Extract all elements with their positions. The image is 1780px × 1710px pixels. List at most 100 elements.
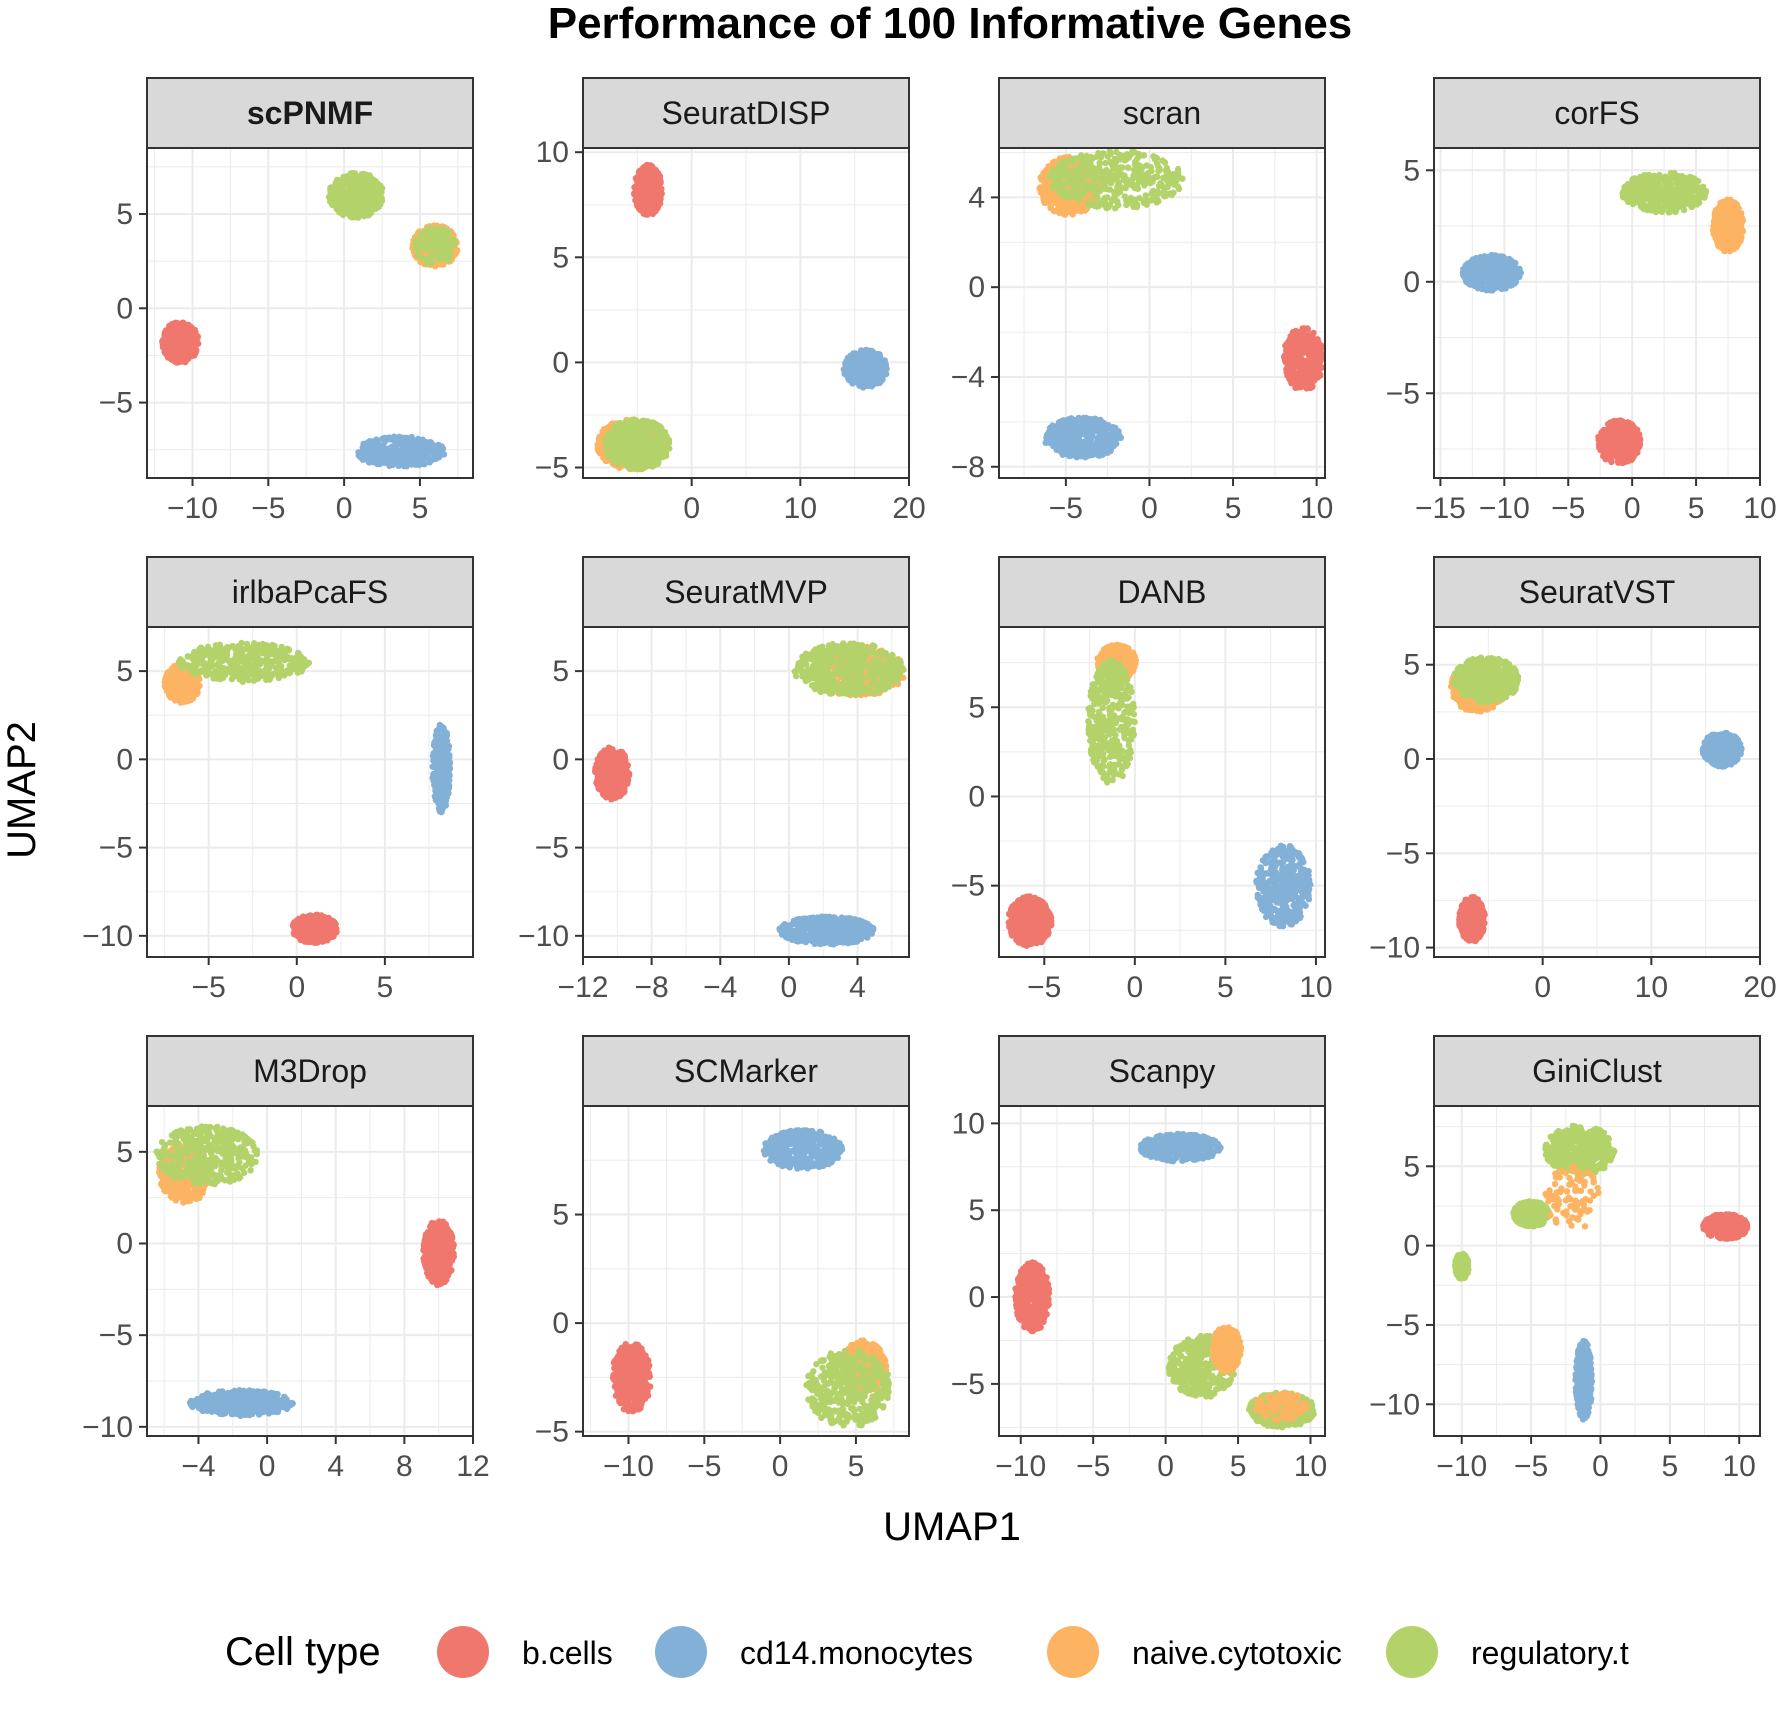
point-regulatory.t xyxy=(1125,164,1132,172)
panel-background xyxy=(1434,148,1760,478)
point-cd14.monocytes xyxy=(389,451,397,459)
point-cd14.monocytes xyxy=(1086,432,1093,439)
point-cd14.monocytes xyxy=(405,457,412,464)
point-cd14.monocytes xyxy=(1100,449,1107,456)
point-cd14.monocytes xyxy=(437,448,445,456)
point-cd14.monocytes xyxy=(1095,428,1103,436)
point-cd14.monocytes xyxy=(371,450,378,457)
point-regulatory.t xyxy=(367,209,375,217)
point-cd14.monocytes xyxy=(355,452,362,459)
point-b.cells xyxy=(1285,359,1293,367)
facet-panel-scPNMF: scPNMF−10 −5 0 5−505 xyxy=(99,77,474,525)
point-regulatory.t xyxy=(608,454,615,462)
point-cd14.monocytes xyxy=(881,360,888,367)
point-regulatory.t xyxy=(628,463,635,470)
point-regulatory.t xyxy=(451,236,458,244)
facet-panel-scran: scran−5 0 5 10−8−404 xyxy=(951,77,1333,525)
point-regulatory.t xyxy=(349,214,356,221)
point-b.cells xyxy=(640,195,647,202)
point-b.cells xyxy=(655,177,663,185)
point-regulatory.t xyxy=(1122,177,1129,184)
point-b.cells xyxy=(170,355,178,362)
point-b.cells xyxy=(1303,357,1310,365)
point-cd14.monocytes xyxy=(1114,434,1121,441)
point-b.cells xyxy=(1311,341,1319,349)
point-b.cells xyxy=(184,323,191,331)
point-cd14.monocytes xyxy=(398,457,406,464)
point-regulatory.t xyxy=(422,255,429,263)
point-regulatory.t xyxy=(1111,155,1119,163)
point-cd14.monocytes xyxy=(429,456,436,463)
x-tick-label: 0 xyxy=(683,492,700,525)
point-cd14.monocytes xyxy=(1097,441,1104,448)
point-b.cells xyxy=(1310,329,1317,337)
x-tick-label: 10 xyxy=(784,492,817,525)
point-b.cells xyxy=(1281,354,1289,361)
point-cd14.monocytes xyxy=(882,369,889,376)
point-regulatory.t xyxy=(1114,198,1121,205)
point-regulatory.t xyxy=(1102,176,1110,183)
point-b.cells xyxy=(1289,378,1297,385)
point-regulatory.t xyxy=(1101,183,1108,190)
point-regulatory.t xyxy=(1154,160,1161,167)
panel-background xyxy=(147,148,473,478)
point-cd14.monocytes xyxy=(847,352,854,359)
point-regulatory.t xyxy=(1093,185,1100,192)
point-regulatory.t xyxy=(331,195,338,202)
point-regulatory.t xyxy=(663,433,670,440)
point-regulatory.t xyxy=(613,421,621,429)
point-regulatory.t xyxy=(1134,185,1142,193)
point-regulatory.t xyxy=(1158,180,1165,188)
point-b.cells xyxy=(1290,369,1297,376)
x-tick-label: −5 xyxy=(1049,492,1083,525)
point-cd14.monocytes xyxy=(1063,420,1070,427)
point-regulatory.t xyxy=(366,199,373,206)
point-regulatory.t xyxy=(422,238,429,245)
point-regulatory.t xyxy=(1136,170,1143,177)
point-regulatory.t xyxy=(1137,152,1145,159)
point-regulatory.t xyxy=(1143,162,1150,169)
y-tick-label: 0 xyxy=(552,346,569,379)
point-regulatory.t xyxy=(1128,199,1136,206)
point-b.cells xyxy=(175,354,183,362)
point-cd14.monocytes xyxy=(383,446,390,453)
point-regulatory.t xyxy=(1117,170,1125,177)
y-tick-label: 5 xyxy=(552,241,569,274)
point-regulatory.t xyxy=(1140,197,1148,204)
point-cd14.monocytes xyxy=(364,439,371,446)
points xyxy=(159,170,461,470)
point-cd14.monocytes xyxy=(388,443,396,450)
point-cd14.monocytes xyxy=(361,452,369,459)
point-regulatory.t xyxy=(655,436,662,443)
point-regulatory.t xyxy=(640,420,648,427)
point-b.cells xyxy=(1286,336,1293,344)
point-regulatory.t xyxy=(355,175,362,183)
point-regulatory.t xyxy=(1063,180,1071,187)
point-cd14.monocytes xyxy=(390,437,398,444)
point-cd14.monocytes xyxy=(390,456,398,464)
point-regulatory.t xyxy=(648,428,655,435)
point-cd14.monocytes xyxy=(873,357,880,364)
point-b.cells xyxy=(173,329,180,336)
point-regulatory.t xyxy=(329,186,336,193)
point-regulatory.t xyxy=(429,253,436,261)
point-naive.cytotoxic xyxy=(1072,207,1080,215)
point-b.cells xyxy=(654,184,661,191)
point-regulatory.t xyxy=(378,197,386,205)
point-regulatory.t xyxy=(343,196,351,204)
point-regulatory.t xyxy=(1061,172,1069,179)
point-b.cells xyxy=(1296,350,1304,357)
point-cd14.monocytes xyxy=(1086,445,1094,452)
point-cd14.monocytes xyxy=(842,360,849,367)
point-regulatory.t xyxy=(438,232,445,239)
point-regulatory.t xyxy=(1110,165,1118,172)
point-b.cells xyxy=(640,208,648,215)
point-cd14.monocytes xyxy=(1065,445,1073,452)
point-regulatory.t xyxy=(334,206,342,214)
point-regulatory.t xyxy=(1102,159,1109,167)
point-regulatory.t xyxy=(1121,193,1129,200)
point-regulatory.t xyxy=(433,226,440,233)
point-regulatory.t xyxy=(1075,167,1082,174)
point-regulatory.t xyxy=(626,443,633,450)
point-b.cells xyxy=(1294,360,1302,367)
